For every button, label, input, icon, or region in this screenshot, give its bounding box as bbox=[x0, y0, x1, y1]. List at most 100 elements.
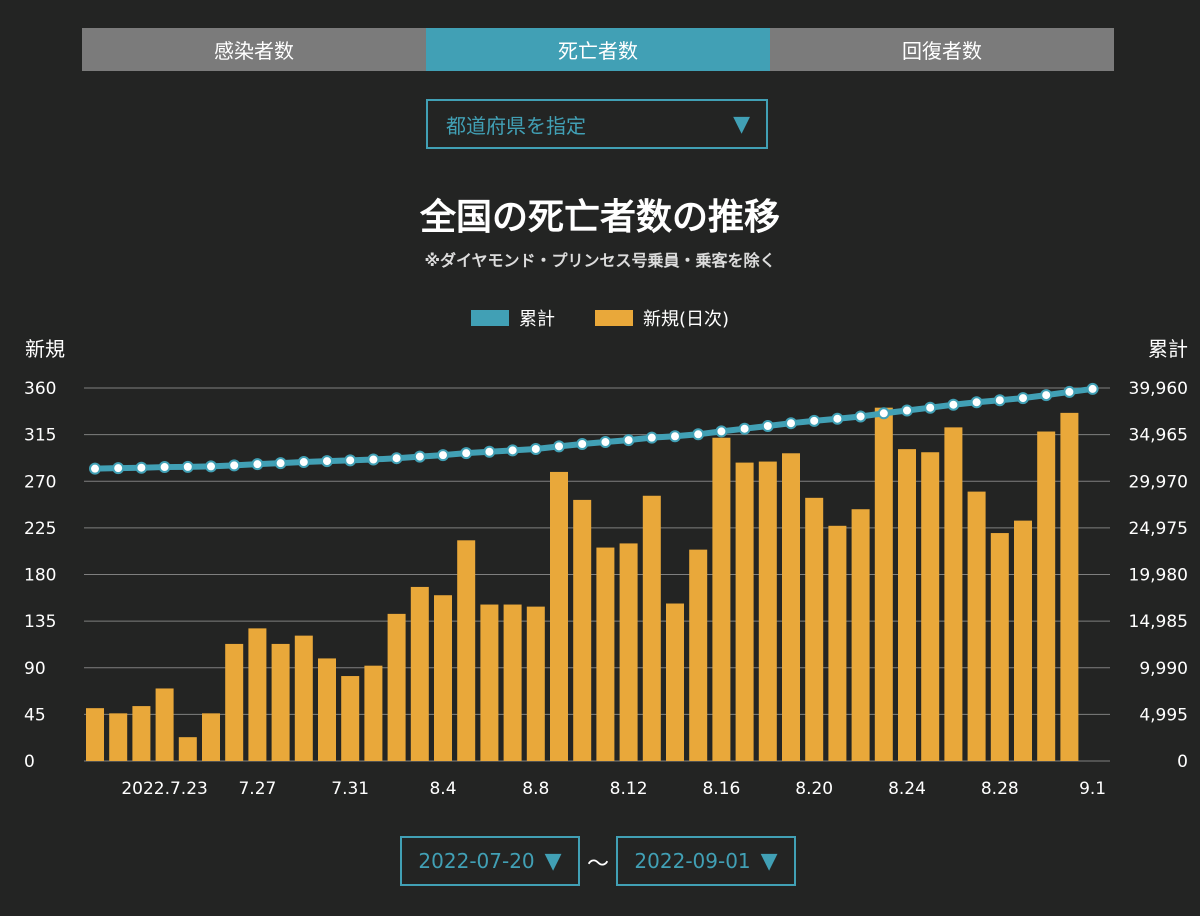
x-tick-label: 8.28 bbox=[981, 779, 1019, 799]
chart-title: 全国の死亡者数の推移 bbox=[419, 197, 780, 238]
point-cumulative bbox=[947, 398, 960, 411]
bar-daily bbox=[874, 407, 893, 761]
tab-recoveries[interactable]: 回復者数 bbox=[770, 28, 1114, 71]
point-cumulative bbox=[576, 438, 589, 451]
bar-daily bbox=[86, 708, 104, 761]
point-cumulative bbox=[1017, 392, 1029, 405]
bar-daily bbox=[851, 509, 870, 761]
y-right-tick-label: 14,985 bbox=[1129, 612, 1188, 632]
y-right-tick-label: 0 bbox=[1177, 752, 1188, 772]
bar-daily bbox=[1014, 520, 1032, 761]
point-cumulative bbox=[367, 453, 380, 466]
y-right-tick-label: 4,995 bbox=[1139, 705, 1188, 725]
x-tick-label: 8.4 bbox=[429, 779, 456, 799]
point-cumulative bbox=[1086, 382, 1099, 395]
point-cumulative bbox=[344, 454, 357, 467]
x-tick-label: 8.16 bbox=[702, 779, 740, 799]
y-right-tick-label: 19,980 bbox=[1129, 566, 1188, 586]
point-cumulative bbox=[460, 447, 473, 460]
bar-daily bbox=[921, 452, 940, 761]
y-right-tick-label: 9,990 bbox=[1139, 659, 1188, 679]
tab-deaths[interactable]: 死亡者数 bbox=[426, 28, 770, 71]
tick-layer: 0 0 45 4,995 90 9,990 135 14,985 180 19,980 225 24,… bbox=[24, 379, 1188, 799]
bar-daily bbox=[155, 688, 174, 761]
point-cumulative bbox=[738, 422, 751, 435]
bar-daily bbox=[666, 603, 684, 761]
bar-layer bbox=[86, 407, 1079, 761]
bar-daily bbox=[434, 595, 452, 761]
legend-item-cumulative[interactable]: 累計 bbox=[470, 305, 555, 331]
y-left-tick-label: 45 bbox=[24, 705, 46, 725]
bar-daily bbox=[248, 628, 267, 761]
bar-daily bbox=[1037, 431, 1056, 761]
y-left-tick-label: 0 bbox=[24, 752, 35, 772]
bar-daily bbox=[596, 547, 615, 761]
point-cumulative bbox=[483, 445, 496, 458]
bar-daily bbox=[990, 533, 1009, 761]
y-right-tick-label: 34,965 bbox=[1129, 426, 1188, 446]
point-cumulative bbox=[877, 407, 890, 420]
point-cumulative bbox=[808, 414, 821, 427]
point-cumulative bbox=[297, 456, 310, 469]
point-cumulative bbox=[437, 449, 449, 462]
point-cumulative bbox=[715, 425, 728, 438]
end-date-value: 2022-09-01 bbox=[634, 849, 751, 873]
bar-daily bbox=[967, 491, 986, 761]
x-tick-label: 7.31 bbox=[331, 779, 369, 799]
point-cumulative bbox=[622, 434, 635, 447]
prefecture-select[interactable]: 都道府県を指定 ▼ bbox=[426, 99, 768, 149]
bar-daily bbox=[271, 643, 290, 761]
point-cumulative bbox=[854, 410, 867, 423]
y-left-tick-label: 225 bbox=[24, 519, 56, 539]
y-axis-left-title: 新規 bbox=[25, 337, 65, 361]
metric-tabs: 感染者数 死亡者数 回復者数 bbox=[82, 28, 1114, 71]
y-left-tick-label: 180 bbox=[24, 566, 56, 586]
start-date-select[interactable]: 2022-07-20 ▼ bbox=[400, 836, 580, 886]
chart-subtitle: ※ダイヤモンド・プリンセス号乗員・乗客を除く bbox=[424, 251, 776, 270]
bar-daily bbox=[712, 437, 731, 761]
bar-daily bbox=[132, 706, 151, 761]
bar-daily bbox=[480, 604, 499, 761]
line-cumulative bbox=[94, 385, 1093, 472]
bar-daily bbox=[294, 635, 313, 761]
chart-legend: 累計 新規(日次) bbox=[0, 305, 1200, 331]
bar-daily bbox=[341, 676, 360, 761]
bar-daily bbox=[178, 737, 197, 761]
triangle-down-icon: ▼ bbox=[544, 848, 562, 874]
y-left-tick-label: 135 bbox=[24, 612, 56, 632]
point-cumulative bbox=[970, 396, 983, 409]
legend-item-daily[interactable]: 新規(日次) bbox=[594, 305, 729, 331]
bar-daily bbox=[457, 540, 476, 761]
point-cumulative bbox=[390, 452, 403, 465]
prefecture-select-label: 都道府県を指定 bbox=[446, 113, 586, 138]
bar-daily bbox=[573, 499, 592, 761]
bar-daily bbox=[225, 643, 244, 761]
y-left-tick-label: 360 bbox=[24, 379, 56, 399]
point-cumulative bbox=[924, 401, 937, 414]
legend-swatch-cumulative bbox=[470, 310, 509, 326]
date-range-separator: 〜 bbox=[587, 852, 610, 877]
point-cumulative bbox=[89, 462, 101, 475]
bar-daily bbox=[782, 453, 800, 761]
bar-daily bbox=[1060, 412, 1079, 761]
bar-daily bbox=[642, 495, 661, 761]
bar-daily bbox=[550, 471, 568, 761]
bar-daily bbox=[619, 543, 638, 761]
end-date-select[interactable]: 2022-09-01 ▼ bbox=[616, 836, 796, 886]
y-left-tick-label: 90 bbox=[24, 659, 46, 679]
y-right-tick-label: 29,970 bbox=[1129, 472, 1188, 492]
tab-infections[interactable]: 感染者数 bbox=[82, 28, 426, 71]
bar-daily bbox=[318, 658, 336, 761]
start-date-value: 2022-07-20 bbox=[418, 849, 535, 873]
x-tick-label: 2022.7.23 bbox=[121, 779, 208, 799]
bar-daily bbox=[758, 461, 777, 761]
y-right-tick-label: 39,960 bbox=[1129, 379, 1188, 399]
x-tick-label: 8.20 bbox=[795, 779, 833, 799]
point-cumulative bbox=[599, 436, 612, 449]
bar-daily bbox=[689, 549, 708, 761]
legend-swatch-daily bbox=[594, 310, 633, 326]
point-cumulative bbox=[993, 394, 1006, 407]
point-cumulative bbox=[205, 460, 217, 473]
point-cumulative bbox=[645, 431, 658, 444]
